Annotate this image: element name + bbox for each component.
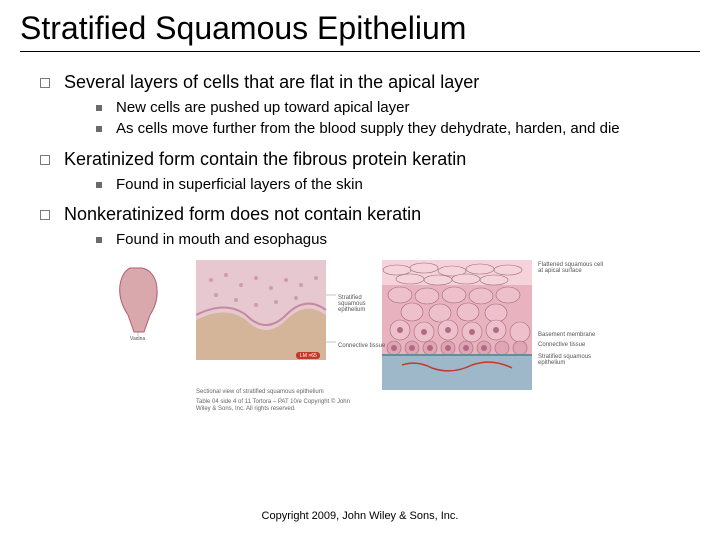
slide-title: Stratified Squamous Epithelium [20, 10, 700, 52]
bullet-level2: As cells move further from the blood sup… [96, 120, 700, 139]
bullet-level1: Nonkeratinized form does not contain ker… [40, 204, 700, 225]
schematic-image [382, 260, 532, 390]
bullet-level2: Found in mouth and esophagus [96, 231, 700, 250]
bullet-level1: Keratinized form contain the fibrous pro… [40, 149, 700, 170]
square-bullet-icon [40, 210, 50, 220]
figure-row: Vagina [40, 260, 700, 414]
figure-label: Basement membrane [538, 332, 608, 338]
figure-label: Flattened squamous cell at apical surfac… [538, 262, 608, 274]
content-area: Several layers of cells that are flat in… [20, 72, 700, 414]
point-text: Keratinized form contain the fibrous pro… [64, 149, 466, 170]
subpoint-text: As cells move further from the blood sup… [116, 120, 620, 139]
figure-label: Stratified squamous epithelium [538, 354, 608, 366]
figure-label: Stratified squamous epithelium [338, 295, 388, 313]
figure-label: Connective tissue [338, 343, 388, 349]
small-square-bullet-icon [96, 105, 102, 111]
bullet-level2: New cells are pushed up toward apical la… [96, 99, 700, 118]
subpoint-text: Found in superficial layers of the skin [116, 176, 363, 195]
copyright-text: Copyright 2009, John Wiley & Sons, Inc. [0, 510, 720, 522]
subpoint-text: New cells are pushed up toward apical la… [116, 99, 410, 118]
anatomy-icon: Vagina [100, 260, 180, 340]
subpoint-text: Found in mouth and esophagus [116, 231, 327, 250]
figure-credit: Table 04 side 4 of 11 Tortora – PAT 10/e… [196, 399, 366, 413]
figure-middle: LM ×65 Stratified squamous epithelium Co… [196, 260, 366, 414]
bullet-level2: Found in superficial layers of the skin [96, 176, 700, 195]
square-bullet-icon [40, 155, 50, 165]
svg-text:LM ×65: LM ×65 [300, 353, 317, 359]
small-square-bullet-icon [96, 237, 102, 243]
figure-label: Connective tissue [538, 342, 608, 348]
figure-right: Flattened squamous cell at apical surfac… [382, 260, 612, 390]
figure-left: Vagina [100, 260, 180, 345]
figure-caption: Sectional view of stratified squamous ep… [196, 389, 366, 396]
point-text: Several layers of cells that are flat in… [64, 72, 479, 93]
small-square-bullet-icon [96, 182, 102, 188]
bullet-level1: Several layers of cells that are flat in… [40, 72, 700, 93]
square-bullet-icon [40, 78, 50, 88]
point-text: Nonkeratinized form does not contain ker… [64, 204, 421, 225]
small-square-bullet-icon [96, 126, 102, 132]
svg-text:Vagina: Vagina [130, 336, 145, 340]
